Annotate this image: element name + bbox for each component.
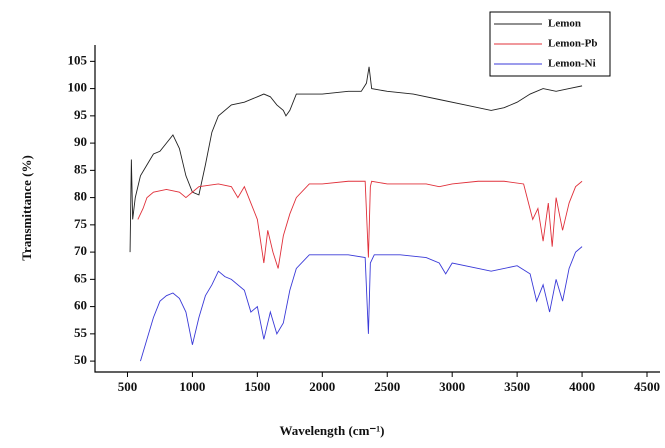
y-tick-label: 95 [74, 107, 88, 122]
y-tick-label: 70 [74, 243, 87, 258]
x-tick-label: 500 [118, 379, 138, 394]
x-tick-label: 3000 [439, 379, 465, 394]
y-tick-label: 60 [74, 298, 87, 313]
legend-label: Lemon [548, 18, 581, 30]
x-tick-label: 1000 [179, 379, 205, 394]
x-tick-label: 2000 [309, 379, 335, 394]
x-tick-label: 3500 [504, 379, 530, 394]
y-tick-label: 85 [74, 161, 88, 176]
series-line [129, 66, 583, 253]
x-axis-label: Wavelength (cm⁻¹) [280, 423, 385, 438]
y-tick-label: 65 [74, 270, 88, 285]
y-tick-label: 50 [74, 352, 87, 367]
y-axis-label: Transmittance (%) [19, 155, 34, 261]
y-tick-label: 105 [68, 52, 88, 67]
x-tick-label: 2500 [374, 379, 400, 394]
legend-label: Lemon-Ni [548, 58, 596, 70]
series-line [140, 246, 583, 362]
y-tick-label: 55 [74, 325, 88, 340]
axis-frame [94, 45, 660, 373]
series-line [137, 180, 583, 269]
y-tick-label: 80 [74, 189, 87, 204]
y-tick-label: 90 [74, 134, 87, 149]
x-tick-label: 1500 [244, 379, 270, 394]
y-tick-label: 75 [74, 216, 88, 231]
legend-label: Lemon-Pb [548, 38, 598, 50]
x-tick-label: 4500 [634, 379, 660, 394]
x-tick-label: 4000 [569, 379, 595, 394]
y-tick-label: 100 [68, 80, 88, 95]
